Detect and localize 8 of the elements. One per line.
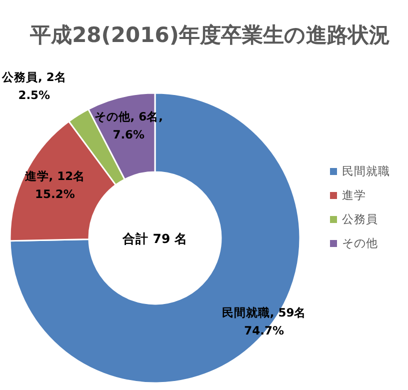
legend-label: その他	[342, 236, 378, 250]
data-label: 公務員, 2名 2.5%	[0, 70, 66, 102]
legend-label: 公務員	[342, 212, 378, 226]
text: 合計 79 名	[121, 231, 188, 246]
legend-label: 民間就職	[342, 164, 390, 178]
legend-label: 進学	[342, 188, 366, 202]
data-label: 進学, 12名 15.2%	[24, 168, 86, 201]
chart-title: 平成28(2016)年度卒業生の進路状況	[29, 23, 390, 47]
